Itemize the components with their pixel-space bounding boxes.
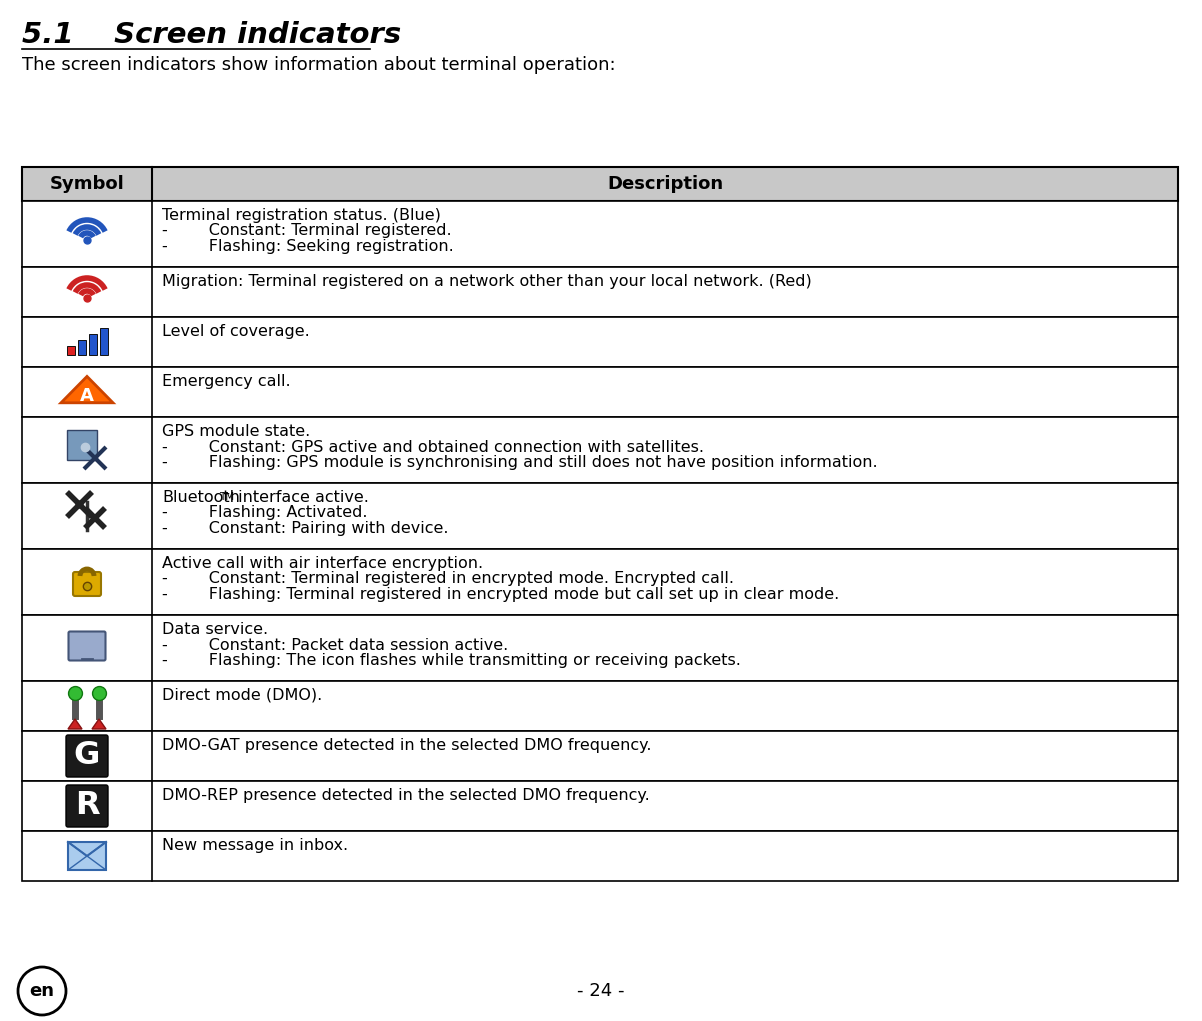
Text: DMO-GAT presence detected in the selected DMO frequency.: DMO-GAT presence detected in the selecte… [162, 738, 651, 753]
Bar [22, 831, 1178, 881]
FancyBboxPatch shape [69, 632, 106, 661]
Text: -        Flashing: The icon flashes while transmitting or receiving packets.: - Flashing: The icon flashes while trans… [162, 653, 740, 668]
Text: interface active.: interface active. [233, 490, 369, 505]
Text: -        Constant: Pairing with device.: - Constant: Pairing with device. [162, 521, 448, 536]
Bar [66, 346, 75, 355]
Text: DMO-REP presence detected in the selected DMO frequency.: DMO-REP presence detected in the selecte… [162, 788, 650, 803]
Text: The screen indicators show information about terminal operation:: The screen indicators show information a… [22, 56, 615, 74]
Bar [22, 268, 1178, 317]
Bar [77, 340, 85, 355]
Text: Direct mode (DMO).: Direct mode (DMO). [162, 688, 322, 703]
Text: Description: Description [607, 175, 724, 193]
Text: GPS module state.: GPS module state. [162, 424, 310, 439]
FancyBboxPatch shape [66, 785, 108, 827]
Text: Level of coverage.: Level of coverage. [162, 324, 310, 339]
Text: en: en [30, 982, 54, 1000]
Text: Active call with air interface encryption.: Active call with air interface encryptio… [162, 556, 483, 571]
Bar [22, 367, 1178, 417]
Polygon shape [93, 719, 106, 729]
Text: Emergency call.: Emergency call. [162, 374, 291, 389]
Text: R: R [75, 790, 100, 822]
Bar [22, 483, 1178, 549]
Bar [100, 328, 107, 355]
Text: G: G [73, 740, 100, 772]
Text: -        Flashing: Activated.: - Flashing: Activated. [162, 505, 368, 521]
Text: 5.1    Screen indicators: 5.1 Screen indicators [22, 21, 401, 49]
FancyBboxPatch shape [66, 735, 108, 777]
Bar [22, 167, 1178, 201]
Bar [22, 681, 1178, 731]
Text: -        Flashing: Terminal registered in encrypted mode but call set up in clea: - Flashing: Terminal registered in encry… [162, 587, 839, 602]
Text: -        Flashing: GPS module is synchronising and still does not have position : - Flashing: GPS module is synchronising … [162, 455, 877, 470]
Text: Terminal registration status. (Blue): Terminal registration status. (Blue) [162, 208, 441, 223]
Text: Symbol: Symbol [49, 175, 124, 193]
Text: - 24 -: - 24 - [577, 982, 625, 1000]
Text: TM: TM [219, 492, 234, 502]
Text: -        Constant: GPS active and obtained connection with satellites.: - Constant: GPS active and obtained conn… [162, 439, 704, 454]
Text: -        Constant: Packet data session active.: - Constant: Packet data session active. [162, 637, 508, 652]
Bar [22, 615, 1178, 681]
FancyBboxPatch shape [73, 572, 101, 596]
Bar [22, 417, 1178, 483]
Polygon shape [61, 377, 113, 403]
Bar [22, 201, 1178, 268]
Text: Bluetooth: Bluetooth [162, 490, 240, 505]
Text: -        Constant: Terminal registered in encrypted mode. Encrypted call.: - Constant: Terminal registered in encry… [162, 572, 734, 586]
Polygon shape [69, 719, 82, 729]
Text: New message in inbox.: New message in inbox. [162, 838, 349, 853]
Bar [22, 781, 1178, 831]
Bar [22, 549, 1178, 615]
Text: Data service.: Data service. [162, 622, 268, 637]
Bar [22, 731, 1178, 781]
Text: -        Flashing: Seeking registration.: - Flashing: Seeking registration. [162, 239, 453, 254]
Circle shape [18, 967, 66, 1015]
FancyBboxPatch shape [69, 842, 106, 870]
Bar [22, 317, 1178, 367]
Text: Migration: Terminal registered on a network other than your local network. (Red): Migration: Terminal registered on a netw… [162, 274, 811, 289]
Text: A: A [81, 387, 94, 405]
Bar [89, 334, 96, 355]
Text: -        Constant: Terminal registered.: - Constant: Terminal registered. [162, 224, 452, 239]
